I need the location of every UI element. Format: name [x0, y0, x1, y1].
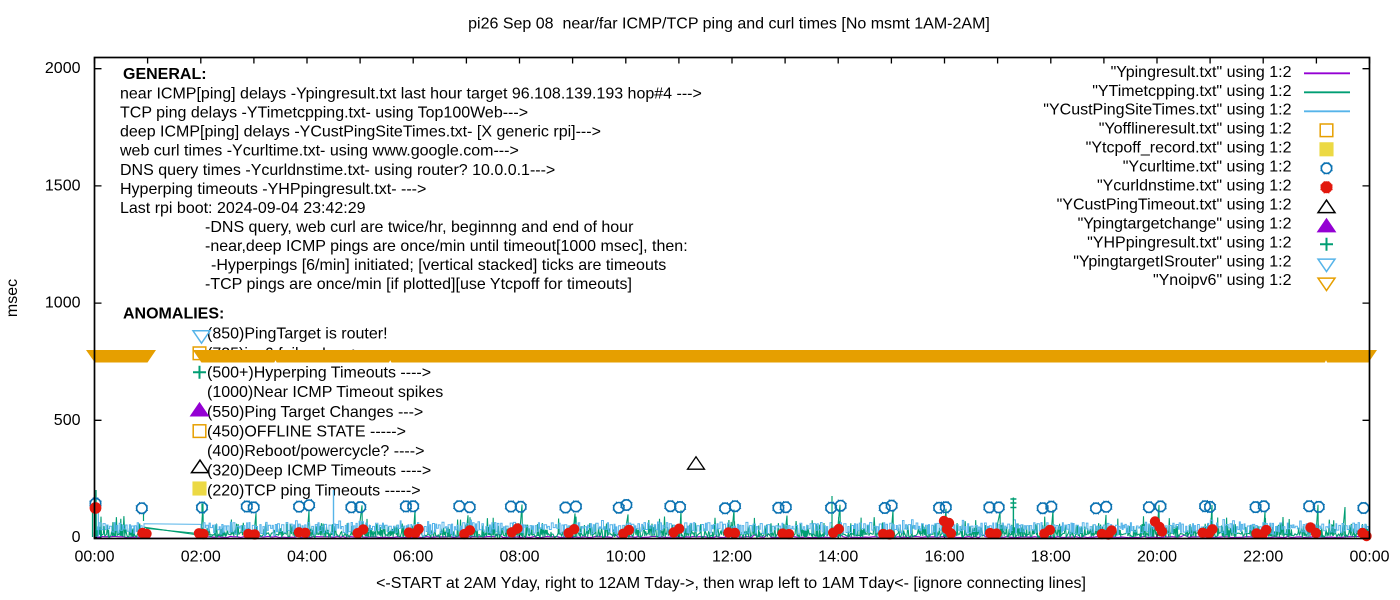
svg-text:"Ycurldnstime.txt" using 1:2: "Ycurldnstime.txt" using 1:2	[1097, 178, 1292, 195]
svg-text:0: 0	[72, 529, 81, 546]
svg-text:-Hyperpings [6/min] initiated;: -Hyperpings [6/min] initiated; [vertical…	[211, 257, 666, 274]
svg-text:(500+)Hyperping Timeouts ---->: (500+)Hyperping Timeouts ---->	[207, 365, 431, 382]
svg-text:"Ypingresult.txt" using 1:2: "Ypingresult.txt" using 1:2	[1111, 64, 1292, 81]
svg-text:22:00: 22:00	[1243, 549, 1283, 566]
svg-text:(450)OFFLINE STATE ----->: (450)OFFLINE STATE ----->	[207, 423, 406, 440]
svg-text:2000: 2000	[45, 60, 81, 77]
svg-text:msec: msec	[4, 279, 21, 317]
svg-text:pi26 Sep 08 near/far ICMP/TCP: pi26 Sep 08 near/far ICMP/TCP ping and c…	[468, 16, 990, 33]
svg-text:(220)TCP ping Timeouts ----->: (220)TCP ping Timeouts ----->	[207, 482, 421, 499]
svg-text:04:00: 04:00	[287, 549, 327, 566]
svg-text:Hyperping timeouts -YHPpingres: Hyperping timeouts -YHPpingresult.txt- -…	[120, 181, 426, 198]
svg-text:12:00: 12:00	[712, 549, 752, 566]
svg-text:00:00: 00:00	[1349, 549, 1389, 566]
svg-text:Last rpi boot: 2024-09-04 23:4: Last rpi boot: 2024-09-04 23:42:29	[120, 200, 366, 217]
svg-text:web curl times -Ycurltime.txt-: web curl times -Ycurltime.txt- using www…	[119, 143, 519, 160]
svg-text:-DNS query, web curl are twice: -DNS query, web curl are twice/hr, begin…	[205, 219, 634, 236]
svg-text:1500: 1500	[45, 177, 81, 194]
svg-text:02:00: 02:00	[181, 549, 221, 566]
svg-text:near ICMP[ping] delays -Ypingr: near ICMP[ping] delays -Ypingresult.txt …	[120, 86, 702, 103]
svg-text:deep ICMP[ping] delays -YCustP: deep ICMP[ping] delays -YCustPingSiteTim…	[120, 124, 601, 141]
svg-text:DNS query times -Ycurldnstime.: DNS query times -Ycurldnstime.txt- using…	[120, 162, 555, 179]
svg-text:16:00: 16:00	[924, 549, 964, 566]
svg-text:TCP ping delays -YTimetcpping.: TCP ping delays -YTimetcpping.txt- using…	[120, 105, 528, 122]
svg-text:08:00: 08:00	[499, 549, 539, 566]
svg-text:14:00: 14:00	[818, 549, 858, 566]
svg-text:"Yofflineresult.txt" using 1:2: "Yofflineresult.txt" using 1:2	[1099, 121, 1292, 138]
svg-text:"YHPpingresult.txt" using 1:2: "YHPpingresult.txt" using 1:2	[1087, 234, 1291, 251]
svg-text:ANOMALIES:: ANOMALIES:	[123, 306, 224, 323]
svg-text:GENERAL:: GENERAL:	[123, 66, 207, 83]
svg-text:(1000)Near ICMP Timeout spikes: (1000)Near ICMP Timeout spikes	[207, 384, 443, 401]
svg-text:10:00: 10:00	[606, 549, 646, 566]
svg-text:(850)PingTarget is router!: (850)PingTarget is router!	[207, 325, 388, 342]
svg-text:1000: 1000	[45, 295, 81, 312]
svg-text:500: 500	[54, 412, 81, 429]
svg-text:"YpingtargetISrouter" using 1:: "YpingtargetISrouter" using 1:2	[1073, 253, 1291, 270]
svg-text:"Ypingtargetchange" using 1:2: "Ypingtargetchange" using 1:2	[1078, 215, 1292, 232]
svg-text:"Ytcpoff_record.txt" using 1:2: "Ytcpoff_record.txt" using 1:2	[1086, 140, 1292, 157]
svg-text:(400)Reboot/powercycle? ---->: (400)Reboot/powercycle? ---->	[207, 443, 424, 460]
svg-text:"YCustPingTimeout.txt" using 1: "YCustPingTimeout.txt" using 1:2	[1057, 196, 1292, 213]
svg-text:"Ynoipv6" using 1:2: "Ynoipv6" using 1:2	[1153, 272, 1292, 289]
svg-text:00:00: 00:00	[74, 549, 114, 566]
svg-text:06:00: 06:00	[393, 549, 433, 566]
svg-text:"YTimetcpping.txt" using 1:2: "YTimetcpping.txt" using 1:2	[1092, 83, 1291, 100]
svg-text:20:00: 20:00	[1137, 549, 1177, 566]
svg-text:18:00: 18:00	[1031, 549, 1071, 566]
svg-text:(320)Deep ICMP Timeouts ---->: (320)Deep ICMP Timeouts ---->	[207, 463, 431, 480]
svg-text:-TCP pings are once/min [if pl: -TCP pings are once/min [if plotted][use…	[205, 276, 632, 293]
svg-text:"YCustPingSiteTimes.txt" using: "YCustPingSiteTimes.txt" using 1:2	[1043, 102, 1291, 119]
svg-text:(550)Ping Target Changes --->: (550)Ping Target Changes --->	[207, 404, 423, 421]
svg-text:<-START at 2AM Yday, right to: <-START at 2AM Yday, right to 12AM Tday-…	[376, 575, 1086, 592]
svg-text:"Ycurltime.txt" using 1:2: "Ycurltime.txt" using 1:2	[1123, 159, 1292, 176]
svg-text:-near,deep ICMP pings are once: -near,deep ICMP pings are once/min until…	[205, 238, 688, 255]
